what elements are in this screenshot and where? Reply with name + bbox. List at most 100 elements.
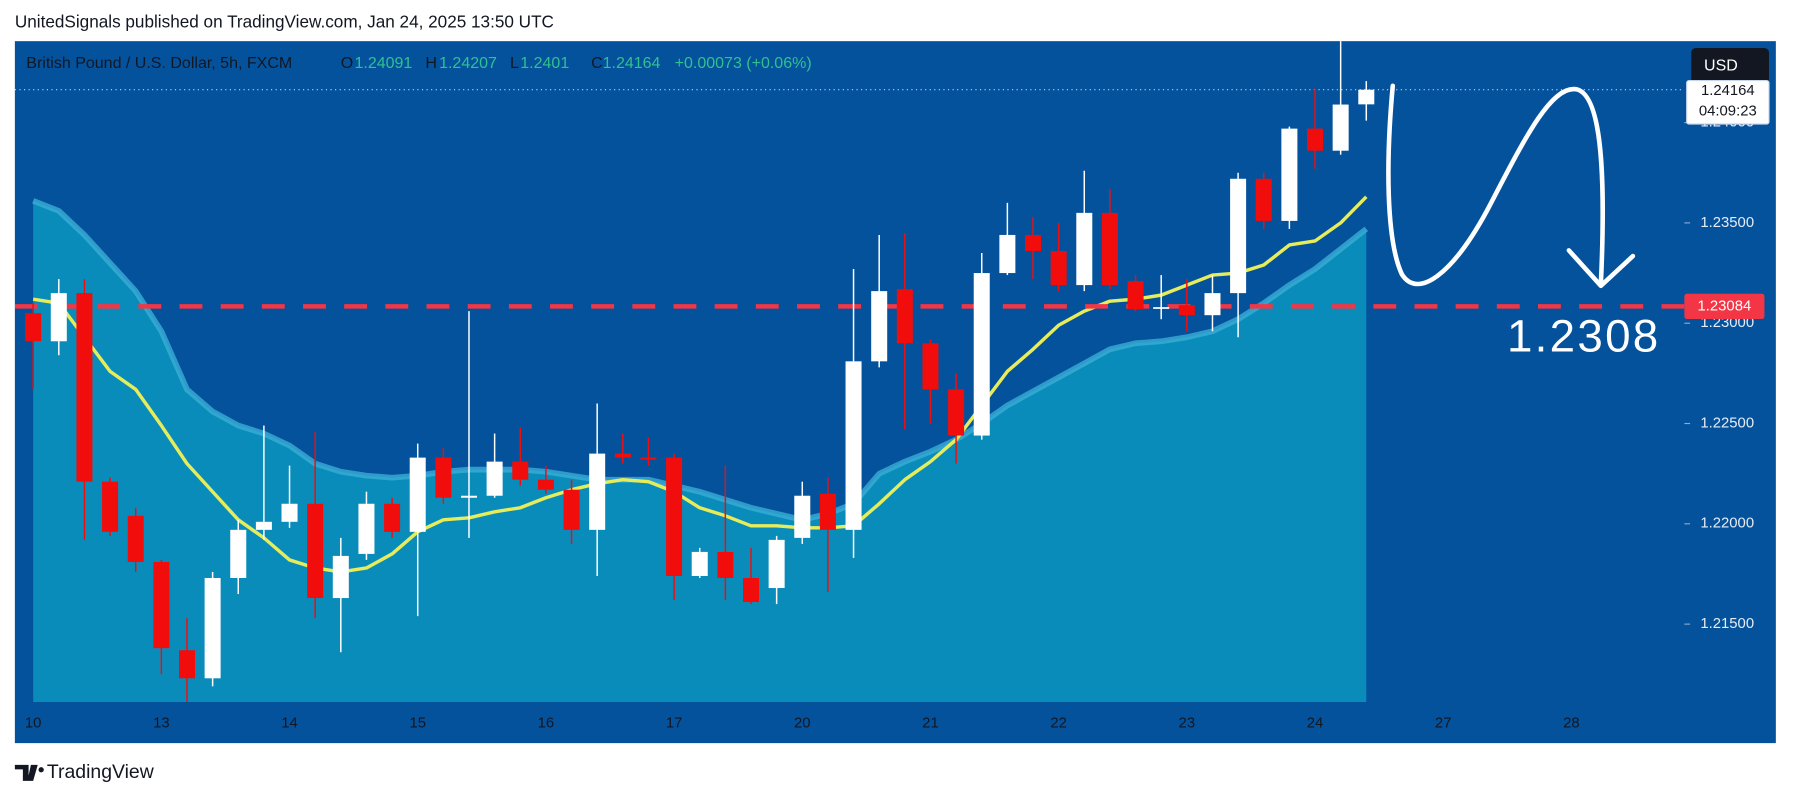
candle-body [819, 493, 836, 530]
x-tick-label: 28 [1563, 716, 1580, 732]
overlay: 1.2308 [1386, 83, 1661, 362]
candle-body [614, 453, 631, 458]
candle-body [1332, 104, 1349, 151]
countdown: 04:09:23 [1699, 103, 1757, 119]
ohlc-key: C [591, 55, 603, 72]
candle-body [76, 293, 93, 482]
candle-body [1307, 128, 1324, 151]
candle-body [255, 521, 272, 530]
currency-label[interactable]: USD [1704, 58, 1738, 75]
ema-line [32, 195, 1368, 574]
change: +0.00073 (+0.06%) [675, 55, 812, 72]
ohlc-value: 1.24164 [603, 55, 661, 72]
candle-body [640, 457, 657, 460]
x-tick-label: 20 [794, 716, 811, 732]
candle-body [1050, 250, 1067, 286]
candle-body [1204, 293, 1221, 316]
candle-body [537, 479, 554, 490]
currency-button[interactable] [1691, 48, 1769, 84]
hline-price-box [1684, 293, 1765, 319]
ohlc-key: H [425, 55, 437, 72]
candle-body [127, 515, 144, 562]
x-tick-label: 27 [1435, 716, 1452, 732]
candle-body [563, 489, 580, 530]
candle-body [666, 457, 683, 576]
candle-body [486, 461, 503, 496]
candle-body [896, 289, 913, 344]
tradingview-logo: TradingView [14, 761, 155, 783]
hand-drawn-arrow [1386, 83, 1636, 289]
candle-body [691, 551, 708, 576]
candle-body [25, 313, 42, 342]
hline-price-label: 1.23084 [1698, 298, 1752, 314]
publisher-line: UnitedSignals published on TradingView.c… [15, 11, 554, 31]
y-tick-label: 1.22500 [1700, 415, 1754, 431]
x-tick-label: 14 [281, 716, 298, 732]
candle-body [1025, 234, 1042, 251]
candle-body [1153, 307, 1170, 309]
ema-line [32, 198, 1369, 523]
candle-body [1358, 89, 1375, 105]
candle-body [102, 481, 119, 532]
candle-body [460, 495, 477, 498]
candle-body [409, 457, 426, 532]
ema-area [33, 200, 1367, 702]
ohlc-value: 1.2401 [520, 55, 569, 72]
x-tick-label: 21 [922, 716, 939, 732]
ohlc-value: 1.24091 [354, 55, 412, 72]
candle-body [845, 361, 862, 530]
candle-body [178, 650, 195, 679]
candle-body [999, 234, 1016, 274]
y-tick-label: 1.23000 [1700, 315, 1754, 331]
candle-body [1281, 128, 1298, 221]
candle-body [1101, 212, 1118, 286]
candle-body [589, 453, 606, 530]
candle-body [204, 577, 221, 679]
logo-mark [14, 764, 44, 781]
x-tick-label: 15 [409, 716, 426, 732]
candle-body [50, 293, 67, 342]
candle-body [307, 503, 324, 599]
candle-body [384, 503, 401, 532]
x-tick-label: 22 [1050, 716, 1067, 732]
candle-body [948, 389, 965, 436]
x-tick-label: 16 [538, 716, 555, 732]
ohlc-key: O [341, 55, 353, 72]
candle-body [1178, 305, 1195, 316]
x-tick-label: 24 [1307, 716, 1324, 732]
candle-body [973, 273, 990, 436]
ohlc-key: L [510, 55, 519, 72]
last-price-label: 1.24164 [1701, 83, 1755, 99]
x-tick-label: 13 [153, 716, 170, 732]
candle-body [358, 503, 375, 554]
x-tick-label: 17 [666, 716, 683, 732]
ohlc-value: 1.24207 [439, 55, 497, 72]
candle-body [1255, 178, 1272, 221]
candle-body [230, 529, 247, 578]
last-price-box [1686, 79, 1770, 125]
candle-body [922, 343, 939, 390]
candle-body [1076, 212, 1093, 286]
x-tick-label: 23 [1179, 716, 1196, 732]
candle-body [435, 457, 452, 498]
x-tick-label: 10 [25, 716, 42, 732]
candle-body [332, 555, 349, 599]
target-annotation: 1.2308 [1507, 311, 1661, 362]
y-tick-label: 1.21500 [1700, 616, 1754, 632]
candle-body [768, 539, 785, 589]
candle-body [153, 561, 170, 649]
plot-area [14, 41, 1685, 702]
candle-body [1230, 178, 1247, 294]
candle-body [281, 503, 298, 522]
y-tick-label: 1.22000 [1700, 516, 1754, 532]
candle-body [742, 577, 760, 603]
candle-body [1127, 281, 1144, 310]
candle-body [512, 461, 529, 480]
candle-body [717, 551, 734, 578]
symbol-title: British Pound / U.S. Dollar, 5h, FXCM [26, 55, 292, 72]
y-tick-label: 1.23500 [1700, 215, 1754, 231]
brand: TradingView [47, 761, 155, 783]
candle-body [871, 291, 888, 362]
